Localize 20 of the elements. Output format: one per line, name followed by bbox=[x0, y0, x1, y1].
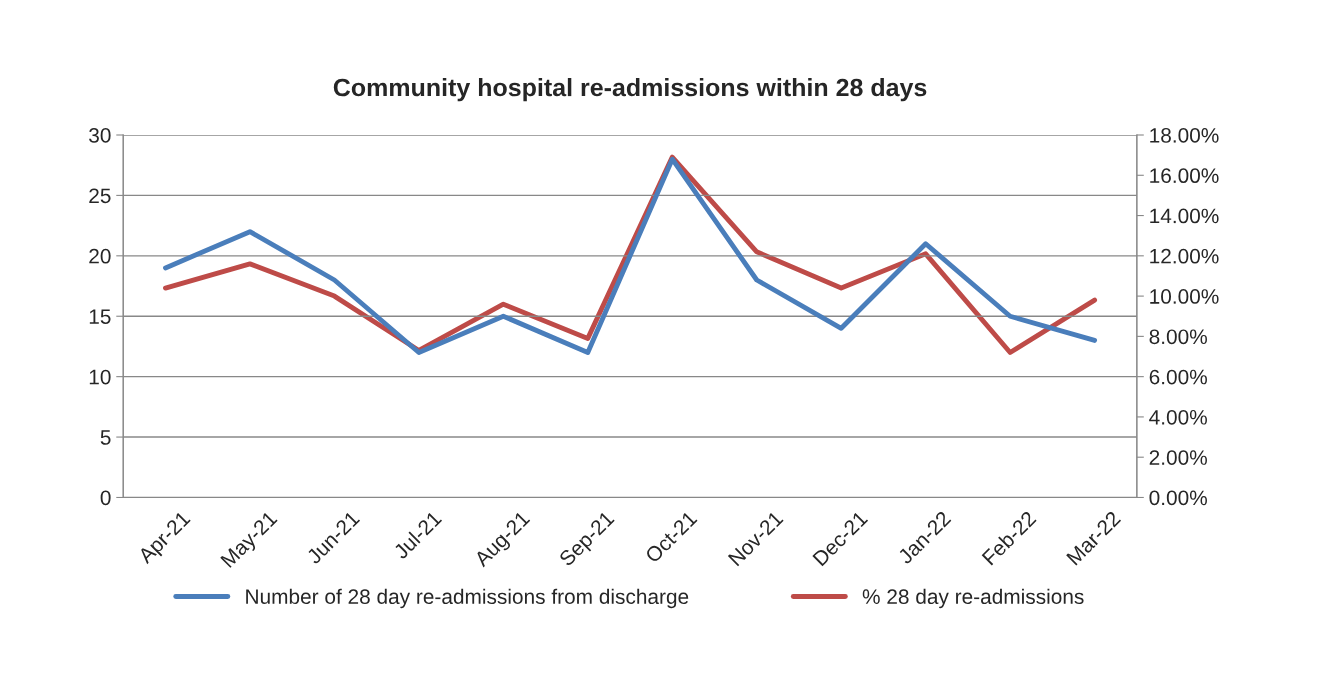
y2-tick-label: 8.00% bbox=[1149, 329, 1207, 345]
y2-tick-label: 10.00% bbox=[1150, 289, 1219, 304]
y-tick-label: 10 bbox=[89, 369, 111, 385]
legend-label: Number of 28 day re-admissions from discharge bbox=[246, 588, 689, 609]
y2-tick-label: 4.00% bbox=[1149, 409, 1207, 425]
legend-label: % 28 day re-admissions bbox=[862, 588, 1084, 609]
y-tick-label: 0 bbox=[100, 490, 111, 506]
y-tick-label: 15 bbox=[89, 309, 111, 324]
y-tick-label: 5 bbox=[100, 430, 111, 445]
y-tick-label: 30 bbox=[89, 128, 111, 143]
y2-tick-label: 12.00% bbox=[1150, 248, 1219, 264]
y2-tick-label: 14.00% bbox=[1150, 208, 1219, 224]
y2-tick-label: 2.00% bbox=[1149, 450, 1207, 465]
y2-tick-label: 0.00% bbox=[1149, 490, 1207, 506]
y-tick-label: 20 bbox=[89, 248, 111, 264]
chart-title: Community hospital re-admissions within 28 days bbox=[333, 77, 927, 102]
y-tick-label: 25 bbox=[89, 188, 111, 204]
y2-tick-label: 18.00% bbox=[1150, 128, 1219, 143]
y2-tick-label: 6.00% bbox=[1149, 369, 1207, 385]
y2-tick-label: 16.00% bbox=[1150, 168, 1219, 184]
